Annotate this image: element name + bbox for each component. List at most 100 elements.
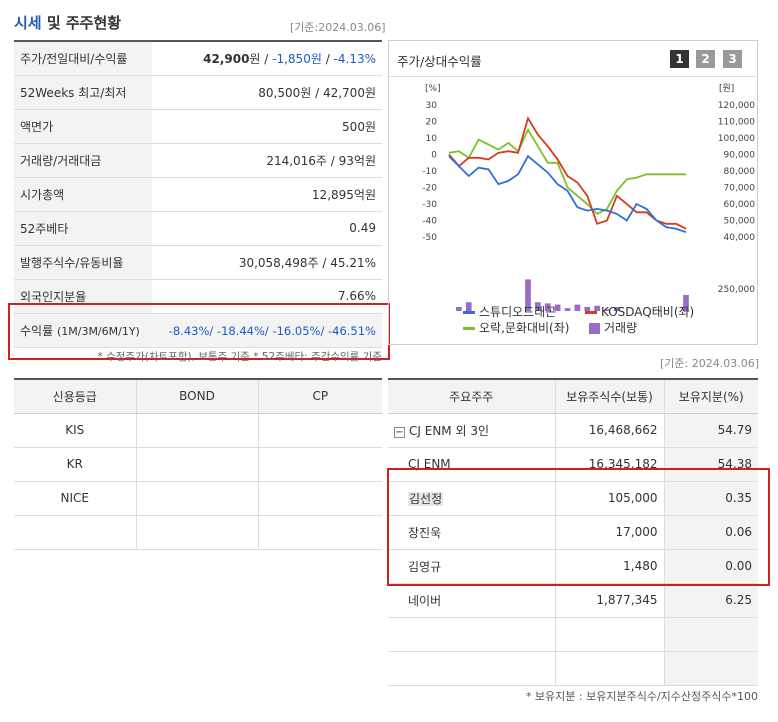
volume-bar [456,307,462,311]
market-row-label: 52Weeks 최고/최저 [14,75,152,110]
holder-group-pct: 54.79 [664,413,758,448]
left-axis-tick: -40 [422,217,437,227]
volume-bar [683,295,689,311]
price-change: -1,850원 [272,51,322,66]
holders-note: * 보유지분 : 보유지분주식수/지수산정주식수*100 [525,690,758,703]
credit-agency: NICE [14,481,137,516]
highlight-box-holders [387,468,770,586]
holder-name: 김선정 [388,481,556,516]
market-row: 액면가 500원 [14,109,382,144]
series-line-studio [448,154,687,233]
market-row-value: 214,016주 / 93억원 [152,143,382,178]
holder-name: 네이버 [388,583,556,618]
market-row-value: 7.66% [152,279,382,314]
price-rate: -4.13% [333,51,376,66]
market-row: 거래량/거래대금 214,016주 / 93억원 [14,143,382,178]
credit-cp [258,447,382,482]
holder-empty-cell [664,617,758,652]
credit-row [14,515,382,550]
market-row-label: 액면가 [14,109,152,144]
holder-shares: 105,000 [555,481,665,516]
major-holders-table: 주요주주 보유주식수(보통) 보유지분(%) − CJ ENM 외 3인 16,4… [388,378,758,686]
credit-bond [136,515,259,550]
holder-name-text: 네이버 [408,593,442,608]
volume-bar [535,302,541,311]
volume-bar [465,302,472,311]
holder-name-text: 장진욱 [408,525,442,540]
chart-page-2-button[interactable]: 2 [696,50,715,68]
holder-shares: 17,000 [555,515,665,550]
left-axis-tick: -10 [422,167,437,177]
market-row-value: 30,058,498주 / 45.21% [152,245,382,280]
holder-pct: 0.35 [664,481,758,516]
legend-media: 오락,문화대비(좌) [463,319,569,336]
left-axis-unit: [%] [425,84,441,94]
holder-shares: 16,345,182 [555,447,665,482]
series-line-kosdaq [448,115,687,230]
holder-name-text: 김영규 [408,559,442,574]
volume-bar [544,303,551,311]
holder-row: 김선정 105,000 0.35 [388,481,758,516]
legend-media-swatch [463,327,475,330]
chart-title: 주가/상대수익률 [397,54,482,69]
holder-pct: 6.25 [664,583,758,618]
legend-volume: 거래량 [589,319,637,336]
credit-agency: KIS [14,413,137,448]
chart-page-1-button[interactable]: 1 [670,50,689,68]
volume-bar [604,309,610,311]
holder-group-name: − CJ ENM 외 3인 [388,413,556,448]
highlight-box-returns [8,303,390,360]
credit-agency [14,515,137,550]
credit-row: NICE [14,481,382,516]
volume-bar [594,305,600,311]
market-row-label: 발행주식수/유동비율 [14,245,152,280]
volume-axis-tick: 250,000 [718,285,755,295]
relative-return-chart: [%] [원] 30 20 10 0 -10 -20 -30 -40 -50 120,000 110,0… [422,83,756,311]
holder-name: 장진욱 [388,515,556,550]
price-sep: / [260,51,273,66]
page-title: 시세 및 주주현황 [14,14,122,32]
left-axis-tick: 30 [426,101,438,111]
volume-bar [564,308,571,311]
credit-cp [258,481,382,516]
holder-shares: 1,877,345 [555,583,665,618]
market-row-value: 0.49 [152,211,382,246]
volume-bar [554,304,561,311]
holder-name: CJ ENM [388,447,556,482]
volume-bar [525,279,531,311]
credit-cp [258,413,382,448]
left-axis-tick: -30 [422,200,437,210]
credit-agency: KR [14,447,137,482]
holder-row: 네이버 1,877,345 6.25 [388,583,758,618]
right-axis-tick: 120,000 [718,101,755,111]
chart-page-3-button[interactable]: 3 [723,50,742,68]
holder-empty-cell [555,651,665,686]
holder-empty-cell [388,617,556,652]
market-row-label: 시가총액 [14,177,152,212]
market-row-label: 외국인지분율 [14,279,152,314]
holder-pct: 54.38 [664,447,758,482]
credit-header-rating: 신용등급 [14,379,137,414]
right-axis-tick: 100,000 [718,134,755,144]
credit-bond [136,447,259,482]
volume-bar [574,304,581,311]
holder-empty-cell [555,617,665,652]
right-axis-tick: 50,000 [724,217,756,227]
right-axis-tick: 80,000 [724,167,756,177]
collapse-toggle-icon[interactable]: − [394,426,405,438]
right-axis-tick: 90,000 [724,151,756,161]
credit-cp [258,515,382,550]
holder-name: 김영규 [388,549,556,584]
market-row-value: 500원 [152,109,382,144]
credit-bond [136,481,259,516]
market-note: * 수정주가(차트포함), 보통주 기준 * 52주베타: 주간수익률 기준 [97,351,382,363]
volume-bar [653,309,660,311]
holder-name-text: CJ ENM [408,457,451,471]
left-axis-tick: -20 [422,184,437,194]
holder-empty-cell [388,651,556,686]
holder-empty-row [388,617,758,652]
holders-header-pct: 보유지분(%) [664,379,758,414]
legend-studio: 스튜디오드래곤 [463,303,556,320]
right-axis-tick: 70,000 [724,184,756,194]
volume-bar [614,307,620,311]
